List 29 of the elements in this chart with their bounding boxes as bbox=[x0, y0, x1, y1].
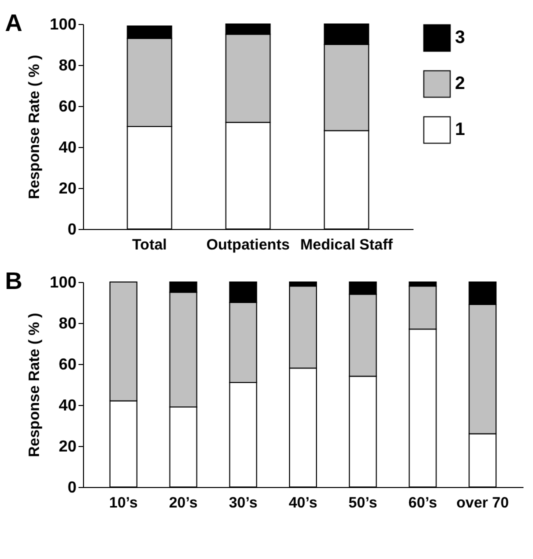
y-tick-label: 80 bbox=[58, 316, 77, 332]
y-tick-label: 20 bbox=[58, 180, 77, 198]
y-tick-label: 60 bbox=[58, 356, 77, 374]
y-tick-label: 100 bbox=[50, 274, 77, 292]
y-tick-label: 0 bbox=[68, 222, 77, 238]
x-tick-label: 60’s bbox=[408, 494, 438, 512]
legend-label: 2 bbox=[455, 73, 466, 93]
y-axis-title: Response Rate ( % ) bbox=[26, 54, 43, 200]
legend-label: 3 bbox=[455, 27, 466, 47]
x-tick-label: 20’s bbox=[168, 494, 198, 512]
y-tick-label: 60 bbox=[58, 98, 77, 116]
x-tick-label: 50’s bbox=[348, 494, 378, 512]
y-tick-label: 80 bbox=[58, 58, 77, 74]
x-tick-label: 40’s bbox=[288, 494, 318, 512]
y-axis-title: Response Rate ( % ) bbox=[26, 312, 43, 458]
x-tick-label: Medical Staff bbox=[300, 236, 394, 254]
x-tick-label: 10’s bbox=[109, 494, 138, 512]
x-tick-label: Outpatients bbox=[206, 236, 290, 254]
y-tick-label: 20 bbox=[58, 438, 77, 456]
y-tick-label: 100 bbox=[50, 16, 77, 34]
x-tick-label: Total bbox=[132, 236, 167, 254]
y-tick-label: 0 bbox=[68, 480, 77, 496]
text: B bbox=[5, 268, 22, 295]
x-tick-label: over 70 bbox=[456, 494, 509, 512]
legend-label: 1 bbox=[455, 119, 466, 139]
y-tick-label: 40 bbox=[58, 140, 77, 156]
y-tick-label: 40 bbox=[58, 398, 77, 414]
text: A bbox=[5, 10, 22, 37]
x-tick-label: 30’s bbox=[228, 494, 258, 512]
